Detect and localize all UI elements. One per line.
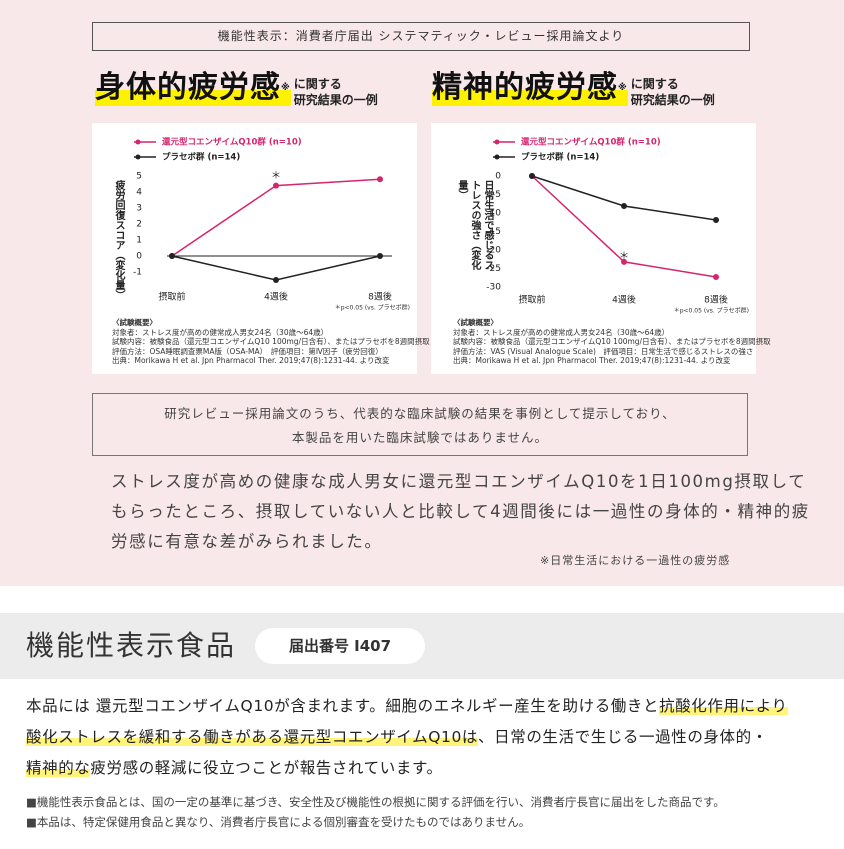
legend-label: 還元型コエンザイムQ10群 (n=10)	[162, 137, 302, 148]
legend-label: プラセボ群 (n=14)	[162, 152, 240, 163]
product-line: 精神的な疲労感の軽減に役立つことが報告されています。	[26, 756, 443, 780]
summary-line: 試験内容：被験食品（還元型コエンザイムQ10 100mg/日含有）、またはプラセ…	[112, 337, 430, 346]
disclaimer-line: 研究レビュー採用論文のうち、代表的な臨床試験の結果を事例として提示しており、	[164, 406, 676, 421]
footnote: ■本品は、特定保健用食品と異なり、消費者庁長官による個別審査を受けたものではあり…	[26, 815, 531, 829]
x-tick-label: 摂取前	[518, 294, 545, 306]
body-note: ※日常生活における一過性の疲労感	[540, 554, 731, 567]
summary-line: 試験内容：被験食品（還元型コエンザイムQ10 100mg/日含有）、またはプラセ…	[453, 337, 771, 346]
data-point	[621, 258, 627, 265]
text: 本品には 還元型コエンザイムQ10が含まれます。細胞のエネルギー産生を助ける働き…	[26, 697, 660, 715]
y-axis-label: 疲労回復スコア（変化量）	[113, 180, 124, 300]
x-tick-label: 8週後	[368, 291, 392, 303]
legend-marker	[494, 139, 500, 145]
highlighted-text: 抗酸化作用により	[659, 697, 788, 715]
product-line: 本品には 還元型コエンザイムQ10が含まれます。細胞のエネルギー産生を助ける働き…	[26, 694, 788, 718]
summary-line: 対象者：ストレス度が高めの健常成人男女24名（30歳〜64歳）	[453, 327, 670, 337]
chart-heading: 身体的疲労感※ に関する研究結果の一例	[95, 70, 378, 108]
highlighted-text: 酸化ストレスを緩和する働きがある還元型コエンザイムQ10は	[26, 728, 479, 746]
p-note: ＊p<0.05 (vs. プラセボ群)	[335, 304, 410, 312]
text: 疲労感の軽減に役立つことが報告されています。	[90, 759, 443, 777]
series-line	[171, 255, 381, 281]
text: 、日常の生活で生じる一過性の身体的・	[478, 728, 768, 746]
body-line: 労感に有意な差がみられました。	[111, 532, 383, 551]
significance-mark: ＊	[619, 251, 629, 262]
y-tick-label: 0	[495, 172, 501, 182]
summary-line: 〈試験概要〉	[112, 318, 157, 327]
chart-title: 精神的疲労感※	[432, 70, 628, 106]
data-point	[529, 173, 535, 179]
chart-subtitle: に関する研究結果の一例	[631, 76, 715, 108]
chart: 還元型コエンザイムQ10群 (n=10) プラセボ群 (n=14) 5 4 3 2 1 0 -1…	[133, 137, 410, 312]
chart-subtitle: に関する研究結果の一例	[294, 76, 378, 108]
legend-marker	[135, 154, 141, 160]
product-title: 機能性表示食品	[26, 629, 237, 662]
y-tick-label: 0	[136, 252, 142, 262]
series-line	[531, 175, 717, 221]
chart: 還元型コエンザイムQ10群 (n=10) プラセボ群 (n=14) 0 -5 -10 -1…	[486, 137, 749, 315]
y-tick-label: -25	[486, 264, 501, 274]
y-tick-label: 5	[136, 172, 142, 182]
y-axis-label: 日常生活で感じるストレスの強さ（変化量）	[456, 180, 493, 270]
title-mark: ※	[281, 83, 291, 93]
x-tick-label: 摂取前	[158, 291, 185, 303]
summary-line: 対象者：ストレス度が高めの健常成人男女24名（30歳〜64歳）	[112, 327, 329, 337]
highlighted-text: 精神的な	[26, 759, 91, 777]
y-tick-label: -10	[486, 209, 501, 219]
y-tick-label: 2	[136, 220, 142, 230]
registration-pill: 届出番号 I407	[255, 628, 425, 664]
data-point	[169, 253, 175, 259]
subtitle-line: 研究結果の一例	[293, 93, 378, 107]
test-summary: 〈試験概要〉 対象者：ストレス度が高めの健常成人男女24名（30歳〜64歳） 試験内…	[453, 318, 771, 366]
disclaimer-box: 研究レビュー採用論文のうち、代表的な臨床試験の結果を事例として提示しており、 本…	[92, 393, 748, 456]
x-tick-label: 4週後	[264, 291, 288, 303]
footnote: ■機能性表示食品とは、国の一定の基準に基づき、安全性及び機能性の根拠に関する評価…	[26, 795, 725, 809]
significance-mark: ＊	[271, 171, 281, 182]
data-point	[713, 217, 719, 224]
summary-line: 評価方法：OSA睡眠調査票MA版（OSA-MA） 評価項目：第Ⅳ因子（疲労回復）	[112, 346, 383, 356]
source-note: 機能性表示：消費者庁届出 システマティック・レビュー採用論文より	[92, 22, 750, 51]
legend-marker	[135, 139, 141, 145]
summary-line: 評価方法：VAS (Visual Analogue Scale) 評価項目：日常…	[453, 346, 754, 356]
summary-line: 出典：Morikawa H et al. Jpn Pharmacol Ther.…	[453, 356, 731, 365]
data-point	[377, 176, 383, 183]
y-tick-label: 4	[136, 188, 142, 198]
subtitle-line: に関する	[293, 77, 342, 91]
legend-marker	[494, 154, 500, 160]
chart-panel: 還元型コエンザイムQ10群 (n=10) プラセボ群 (n=14) 0 -5 -10 -1…	[431, 123, 771, 374]
x-tick-label: 4週後	[612, 294, 636, 306]
chart-heading: 精神的疲労感※ に関する研究結果の一例	[432, 70, 715, 108]
legend-label: プラセボ群 (n=14)	[521, 152, 599, 163]
title-text: 身体的疲労感	[95, 70, 281, 105]
y-tick-label: -30	[486, 283, 501, 293]
y-tick-label: -15	[486, 227, 501, 237]
series-line	[171, 178, 381, 257]
subtitle-line: に関する	[630, 77, 679, 91]
summary-line: 〈試験概要〉	[453, 318, 498, 327]
data-point	[713, 274, 719, 281]
title-mark: ※	[618, 83, 628, 93]
legend-label: 還元型コエンザイムQ10群 (n=10)	[521, 137, 661, 148]
y-tick-label: -1	[133, 268, 142, 278]
subtitle-line: 研究結果の一例	[630, 93, 715, 107]
title-text: 精神的疲労感	[432, 70, 618, 105]
chart-title: 身体的疲労感※	[95, 70, 291, 106]
data-point	[273, 277, 279, 283]
y-tick-label: 3	[136, 204, 142, 214]
data-point	[273, 182, 279, 189]
test-summary: 〈試験概要〉 対象者：ストレス度が高めの健常成人男女24名（30歳〜64歳） 試験内…	[112, 318, 430, 366]
chart-panel: 還元型コエンザイムQ10群 (n=10) プラセボ群 (n=14) 5 4 3 2 1 0 -1…	[92, 123, 430, 374]
data-point	[621, 202, 627, 209]
body-line: もらったところ、摂取していない人と比較して4週間後には一過性の身体的・精神的疲	[111, 502, 810, 521]
product-line: 酸化ストレスを緩和する働きがある還元型コエンザイムQ10は、日常の生活で生じる一…	[26, 725, 768, 749]
body-line: ストレス度が高めの健康な成人男女に還元型コエンザイムQ10を1日100mg摂取し…	[111, 472, 807, 491]
x-tick-label: 8週後	[704, 294, 728, 306]
p-note: ＊p<0.05 (vs. プラセボ群)	[674, 307, 749, 315]
disclaimer-line: 本製品を用いた臨床試験ではありません。	[291, 430, 549, 445]
y-tick-label: 1	[136, 236, 142, 246]
y-tick-label: -5	[492, 190, 501, 200]
y-tick-label: -20	[486, 246, 501, 256]
summary-line: 出典：Morikawa H et al. Jpn Pharmacol Ther.…	[112, 356, 390, 365]
data-point	[377, 253, 383, 259]
